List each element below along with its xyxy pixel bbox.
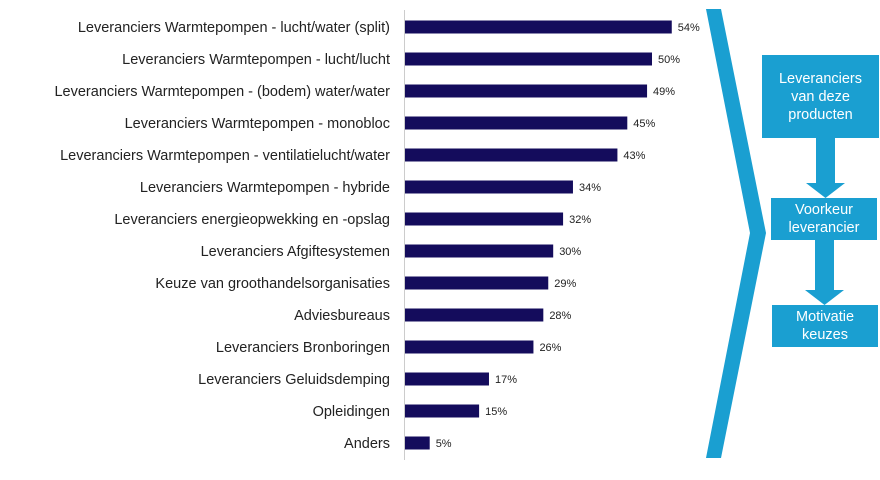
bar <box>405 340 534 354</box>
bar <box>405 308 544 322</box>
arrow-down-2 <box>805 240 844 305</box>
bar <box>405 148 618 162</box>
flow-step-motivation: Motivatie keuzes <box>772 305 878 347</box>
value-label: 17% <box>495 374 517 386</box>
value-label: 5% <box>436 438 452 450</box>
value-label: 45% <box>633 118 655 130</box>
category-label: Leveranciers Afgiftesystemen <box>201 244 390 260</box>
category-label: Leveranciers Warmtepompen - ventilatielu… <box>60 148 390 164</box>
value-label: 34% <box>579 182 601 194</box>
category-label: Keuze van groothandelsorganisaties <box>155 276 390 292</box>
category-label: Leveranciers energieopwekking en -opslag <box>114 212 390 228</box>
value-label: 29% <box>554 278 576 290</box>
value-label: 30% <box>559 246 581 258</box>
bar <box>405 116 628 130</box>
value-label: 50% <box>658 54 680 66</box>
bar <box>405 436 430 450</box>
value-label: 43% <box>623 150 645 162</box>
bar <box>405 276 549 290</box>
category-label: Leveranciers Warmtepompen - lucht/lucht <box>122 52 390 68</box>
category-label: Leveranciers Warmtepompen - (bodem) wate… <box>54 84 390 100</box>
value-label: 49% <box>653 86 675 98</box>
bar <box>405 244 554 258</box>
bar <box>405 84 648 98</box>
value-label: 15% <box>485 406 507 418</box>
bar <box>405 52 652 66</box>
flow-arrows <box>805 138 845 305</box>
category-label: Leveranciers Warmtepompen - lucht/water … <box>78 20 390 36</box>
bar <box>405 20 672 34</box>
value-label: 28% <box>549 310 571 322</box>
bar <box>405 404 480 418</box>
category-label: Leveranciers Warmtepompen - monobloc <box>125 116 390 132</box>
category-label: Adviesbureaus <box>294 308 390 324</box>
value-label: 32% <box>569 214 591 226</box>
bar <box>405 372 489 386</box>
category-label: Leveranciers Geluidsdemping <box>198 372 390 388</box>
category-label: Anders <box>344 436 390 452</box>
bar <box>405 212 564 226</box>
value-label: 54% <box>678 22 700 34</box>
category-label: Opleidingen <box>313 404 390 420</box>
bar <box>405 180 573 194</box>
chevron-bracket <box>706 9 766 458</box>
flow-step-suppliers: Leveranciers van deze producten <box>762 55 879 138</box>
category-label: Leveranciers Bronboringen <box>216 340 390 356</box>
arrow-down-1 <box>806 138 845 198</box>
category-label: Leveranciers Warmtepompen - hybride <box>140 180 390 196</box>
value-label: 26% <box>539 342 561 354</box>
flow-step-preference: Voorkeur leverancier <box>771 198 877 240</box>
